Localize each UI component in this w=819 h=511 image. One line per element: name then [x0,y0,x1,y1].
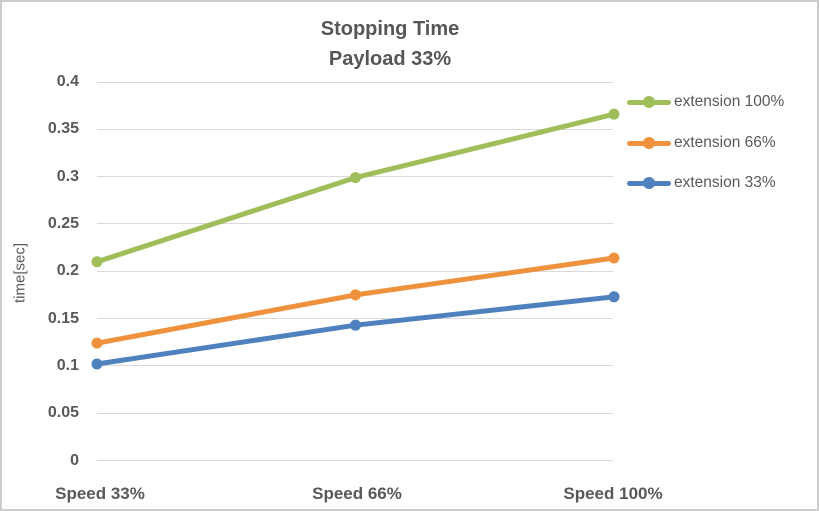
legend-dot-marker [643,137,655,149]
y-tick-label: 0.4 [56,73,79,90]
y-tick-label: 0.25 [47,214,79,232]
gridline [97,412,613,414]
legend-line-marker [627,177,671,189]
x-tick-label: Speed 100% [563,484,663,503]
legend-label: extension 66% [674,134,776,151]
gridline [97,223,613,225]
y-tick-label: 0.05 [47,404,79,422]
x-tick-label: Speed 33% [55,484,145,503]
legend-label: extension 100% [674,93,785,110]
y-tick-label: 0.3 [56,167,79,185]
legend-dot-marker [643,177,655,189]
legend-item-extension-33: extension 33% [627,172,776,194]
y-tick-label: 0.35 [47,120,79,138]
legend-label: extension 33% [674,174,776,191]
gridline [97,365,613,367]
gridline [97,318,613,320]
gridline [97,270,613,272]
y-tick-label: 0.15 [47,309,79,327]
gridline [97,128,613,130]
y-tick-label: 0.1 [56,356,79,374]
legend-item-extension-100: extension 100% [627,91,784,113]
chart-title-block: Stopping Time Payload 33% [321,14,460,74]
legend-item-extension-66: extension 66% [627,132,776,154]
legend-line-marker [627,96,671,108]
legend-dot-marker [643,96,655,108]
gridline [97,81,613,83]
y-axis-tick-labels: 0.4 0.35 0.3 0.25 0.2 0.15 0.1 0.05 0 [2,71,79,472]
gridline [97,460,613,461]
legend-line-marker [627,137,671,149]
chart-title: Stopping Time [320,18,460,40]
chart-subtitle: Payload 33% [328,48,452,70]
x-tick-label: Speed 66% [312,484,402,503]
y-tick-label: 0.2 [56,262,79,280]
y-tick-label: 0 [70,451,79,469]
